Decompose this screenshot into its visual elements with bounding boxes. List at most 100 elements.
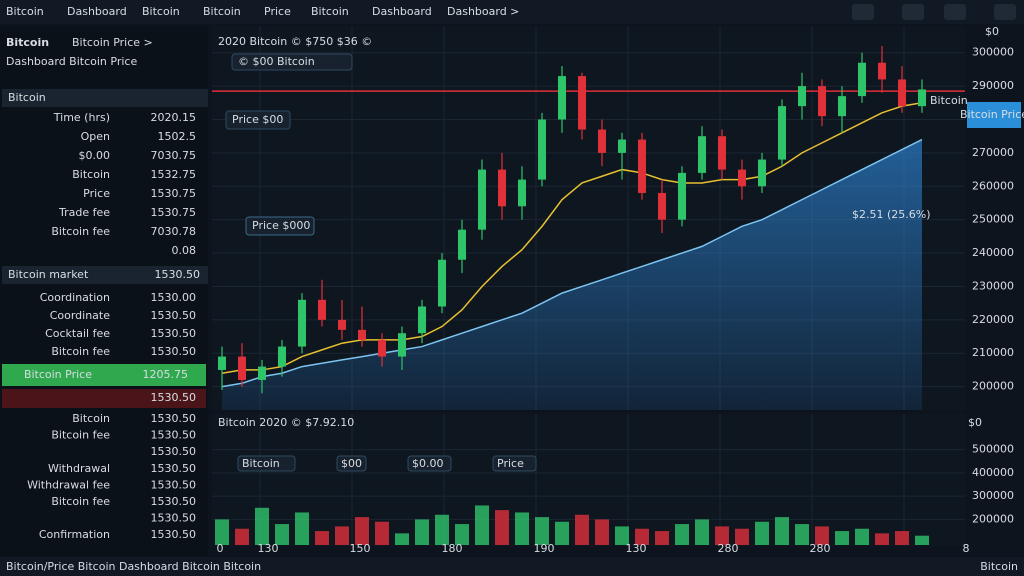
section-label: Bitcoin market <box>8 268 89 281</box>
top-tab[interactable]: Dashboard > <box>447 5 519 18</box>
axis-unit: $0 <box>985 25 999 38</box>
top-tab[interactable]: Bitcoin <box>311 5 349 18</box>
x-tick-label: 150 <box>350 542 371 555</box>
row-label: Withdrawal fee <box>27 478 110 491</box>
volume-bar <box>475 505 489 545</box>
volume-bar <box>215 519 229 545</box>
candle-body <box>578 76 586 130</box>
candle-body <box>478 169 486 230</box>
row-value: 1502.5 <box>158 130 197 143</box>
candle-body <box>878 62 886 80</box>
candle-body <box>358 329 366 340</box>
row-label: Bitcoin fee <box>51 429 110 442</box>
tag-box <box>231 53 353 71</box>
x-tick-label: 190 <box>534 542 555 555</box>
row-value: 1530.75 <box>151 206 197 219</box>
x-tick-label: 280 <box>718 542 739 555</box>
candle-body <box>658 192 666 220</box>
y-tick-label: 240000 <box>972 246 1014 259</box>
volume-tag: $00 <box>341 457 362 470</box>
top-tab[interactable]: Bitcoin <box>142 5 180 18</box>
candle-body <box>538 119 546 180</box>
axis-unit: $0 <box>968 416 982 429</box>
x-tick-label: 130 <box>258 542 279 555</box>
volume-bar <box>855 528 869 545</box>
highlight-bar[interactable] <box>2 364 206 386</box>
volume-bar <box>435 514 449 545</box>
volume-tag-box <box>237 455 296 472</box>
y-tick-label: 300000 <box>972 489 1014 502</box>
top-tab[interactable]: Dashboard <box>372 5 432 18</box>
toolbar-button[interactable] <box>944 4 966 20</box>
row-value: 1530.50 <box>151 412 197 425</box>
candle-body <box>458 229 466 260</box>
row-value: 7030.75 <box>151 149 197 162</box>
candle-body <box>318 299 326 320</box>
candle-body <box>618 139 626 153</box>
candle-body <box>398 333 406 357</box>
x-tick-label: 180 <box>442 542 463 555</box>
volume-bar <box>835 531 849 545</box>
volume-bar <box>675 524 689 545</box>
section-value: 1530.50 <box>155 268 201 281</box>
row-label: Withdrawal <box>48 462 110 475</box>
y-tick-label: 260000 <box>972 179 1014 192</box>
sidebar-subtitle: Bitcoin Price > <box>72 36 153 49</box>
chart-tag: © $00 Bitcoin <box>238 55 315 68</box>
row-value: 1530.50 <box>151 309 197 322</box>
row-label: Bitcoin <box>72 168 110 181</box>
row-label: Coordinate <box>50 309 111 322</box>
row-value: 1530.50 <box>151 495 197 508</box>
row-label: $0.00 <box>79 149 111 162</box>
volume-bar <box>555 521 569 545</box>
row-label: Price <box>83 187 110 200</box>
candle-body <box>598 129 606 153</box>
volume-bar <box>615 526 629 545</box>
info-box-label: Price $00 <box>232 113 283 126</box>
y-tick-label: 200000 <box>972 380 1014 393</box>
chart-header: 2020 Bitcoin © $750 $36 © <box>218 35 372 48</box>
toolbar-button[interactable] <box>902 4 924 20</box>
moving-average <box>221 102 923 375</box>
y-tick-label: 500000 <box>972 443 1014 456</box>
candle-body <box>818 86 826 117</box>
candle-body <box>858 62 866 97</box>
row-value: 1530.75 <box>151 187 197 200</box>
row-label: Coordination <box>40 291 110 304</box>
volume-bar <box>655 531 669 545</box>
volume-bar <box>915 535 929 545</box>
y-tick-label: 200000 <box>972 512 1014 525</box>
volume-bar <box>735 528 749 545</box>
volume-tag-box <box>492 455 537 472</box>
info-box-label: Price $000 <box>252 219 310 232</box>
x-tick-label: 130 <box>626 542 647 555</box>
candle-body <box>738 169 746 187</box>
volume-bar <box>315 531 329 545</box>
row-value: 1530.50 <box>151 462 197 475</box>
volume-bar <box>715 526 729 545</box>
volume-bar <box>515 512 529 545</box>
top-tab[interactable]: Bitcoin <box>6 5 44 18</box>
volume-bar <box>235 528 249 545</box>
top-tab[interactable]: Bitcoin <box>203 5 241 18</box>
y-tick-label: 270000 <box>972 146 1014 159</box>
top-tab[interactable]: Price <box>264 5 291 18</box>
section-bar <box>2 266 208 284</box>
volume-tag: Bitcoin <box>242 457 280 470</box>
candle-body <box>838 96 846 117</box>
candle-body <box>238 356 246 380</box>
volume-tag: Price <box>497 457 524 470</box>
row-value: 7030.78 <box>151 225 197 238</box>
highlight-value: 1205.75 <box>143 368 189 381</box>
volume-bar <box>395 533 409 545</box>
toolbar-button[interactable] <box>994 4 1016 20</box>
row-label: Bitcoin fee <box>51 495 110 508</box>
toolbar-button[interactable] <box>852 4 874 20</box>
row-label: Trade fee <box>58 206 110 219</box>
top-tab[interactable]: Dashboard <box>67 5 127 18</box>
row-label: Bitcoin <box>72 412 110 425</box>
area-line <box>221 138 923 388</box>
price-box[interactable] <box>967 102 1021 128</box>
row-value: 1530.50 <box>151 429 197 442</box>
